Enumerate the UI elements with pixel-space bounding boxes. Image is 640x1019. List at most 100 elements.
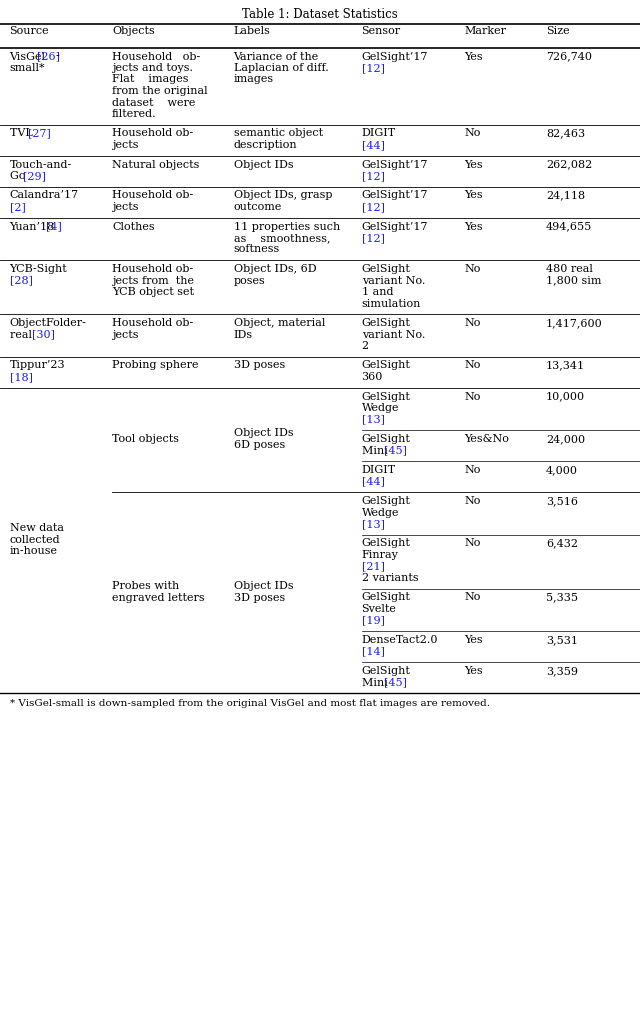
Text: Tippur’23: Tippur’23 (10, 361, 65, 371)
Text: Yes: Yes (465, 191, 483, 201)
Text: [12]: [12] (362, 233, 385, 243)
Text: No: No (465, 361, 481, 371)
Text: [27]: [27] (28, 128, 51, 139)
Text: [28]: [28] (10, 275, 33, 285)
Text: Sensor: Sensor (362, 26, 401, 36)
Text: Svelte: Svelte (362, 604, 396, 614)
Text: 3,531: 3,531 (546, 635, 578, 645)
Text: -: - (55, 52, 59, 61)
Text: No: No (465, 128, 481, 139)
Text: Calandra’17: Calandra’17 (10, 191, 79, 201)
Text: Household ob-: Household ob- (112, 191, 193, 201)
Text: IDs: IDs (234, 329, 253, 339)
Text: Household ob-: Household ob- (112, 128, 193, 139)
Text: Probing sphere: Probing sphere (112, 361, 198, 371)
Text: Yes: Yes (465, 52, 483, 61)
Text: No: No (465, 264, 481, 274)
Text: 3,516: 3,516 (546, 496, 578, 506)
Text: 82,463: 82,463 (546, 128, 585, 139)
Text: GelSight’17: GelSight’17 (362, 191, 428, 201)
Text: Object IDs
6D poses: Object IDs 6D poses (234, 428, 293, 449)
Text: No: No (465, 465, 481, 475)
Text: Wedge: Wedge (362, 507, 399, 518)
Text: No: No (465, 538, 481, 548)
Text: 1,417,600: 1,417,600 (546, 318, 603, 328)
Text: GelSight’17: GelSight’17 (362, 160, 428, 169)
Text: softness: softness (234, 245, 280, 255)
Text: simulation: simulation (362, 299, 421, 309)
Text: semantic object: semantic object (234, 128, 323, 139)
Text: description: description (234, 140, 297, 150)
Text: Wedge: Wedge (362, 403, 399, 413)
Text: 24,000: 24,000 (546, 434, 585, 444)
Text: 480 real: 480 real (546, 264, 593, 274)
Text: jects: jects (112, 329, 138, 339)
Text: 2 variants: 2 variants (362, 573, 418, 583)
Text: GelSight: GelSight (362, 496, 410, 506)
Text: YCB object set: YCB object set (112, 287, 194, 297)
Text: Go: Go (10, 171, 29, 181)
Text: GelSight: GelSight (362, 361, 410, 371)
Text: [44]: [44] (362, 140, 385, 150)
Text: jects: jects (112, 140, 138, 150)
Text: Size: Size (546, 26, 570, 36)
Text: [29]: [29] (23, 171, 46, 181)
Text: [12]: [12] (362, 63, 385, 73)
Text: TVL: TVL (10, 128, 36, 139)
Text: GelSight’17: GelSight’17 (362, 52, 428, 61)
Text: GelSight: GelSight (362, 391, 410, 401)
Text: 24,118: 24,118 (546, 191, 585, 201)
Text: [4]: [4] (46, 221, 62, 231)
Text: Household   ob-: Household ob- (112, 52, 200, 61)
Text: [21]: [21] (362, 561, 385, 572)
Text: DIGIT: DIGIT (362, 465, 396, 475)
Text: poses: poses (234, 275, 266, 285)
Text: Household ob-: Household ob- (112, 264, 193, 274)
Text: 11 properties such: 11 properties such (234, 221, 340, 231)
Text: GelSight: GelSight (362, 538, 410, 548)
Text: 2: 2 (362, 341, 369, 351)
Text: 726,740: 726,740 (546, 52, 592, 61)
Text: 360: 360 (362, 372, 383, 382)
Text: Marker: Marker (465, 26, 507, 36)
Text: Yes: Yes (465, 160, 483, 169)
Text: Probes with
engraved letters: Probes with engraved letters (112, 581, 205, 602)
Text: [44]: [44] (362, 477, 385, 486)
Text: [45]: [45] (385, 678, 407, 688)
Text: jects from  the: jects from the (112, 275, 194, 285)
Text: Labels: Labels (234, 26, 271, 36)
Text: [13]: [13] (362, 415, 385, 425)
Text: 4,000: 4,000 (546, 465, 578, 475)
Text: 262,082: 262,082 (546, 160, 592, 169)
Text: real: real (10, 329, 35, 339)
Text: 1,800 sim: 1,800 sim (546, 275, 602, 285)
Text: YCB-Sight: YCB-Sight (10, 264, 67, 274)
Text: small*: small* (10, 63, 45, 73)
Text: Objects: Objects (112, 26, 155, 36)
Text: [2]: [2] (10, 202, 26, 212)
Text: jects and toys.: jects and toys. (112, 63, 193, 73)
Text: 3D poses: 3D poses (234, 361, 285, 371)
Text: from the original: from the original (112, 86, 207, 96)
Text: 10,000: 10,000 (546, 391, 585, 401)
Text: 1 and: 1 and (362, 287, 393, 297)
Text: 3,359: 3,359 (546, 666, 578, 676)
Text: dataset    were: dataset were (112, 98, 195, 107)
Text: GelSight: GelSight (362, 264, 410, 274)
Text: Natural objects: Natural objects (112, 160, 200, 169)
Text: GelSight’17: GelSight’17 (362, 221, 428, 231)
Text: Source: Source (10, 26, 49, 36)
Text: Mini: Mini (362, 445, 391, 455)
Text: Touch-and-: Touch-and- (10, 160, 72, 169)
Text: New data
collected
in-house: New data collected in-house (10, 523, 63, 556)
Text: Yuan’18: Yuan’18 (10, 221, 58, 231)
Text: No: No (465, 318, 481, 328)
Text: Yes&No: Yes&No (465, 434, 509, 444)
Text: variant No.: variant No. (362, 275, 425, 285)
Text: Object, material: Object, material (234, 318, 325, 328)
Text: Finray: Finray (362, 550, 399, 560)
Text: GelSight: GelSight (362, 666, 410, 676)
Text: Object IDs, grasp: Object IDs, grasp (234, 191, 332, 201)
Text: Object IDs: Object IDs (234, 160, 293, 169)
Text: [14]: [14] (362, 646, 385, 656)
